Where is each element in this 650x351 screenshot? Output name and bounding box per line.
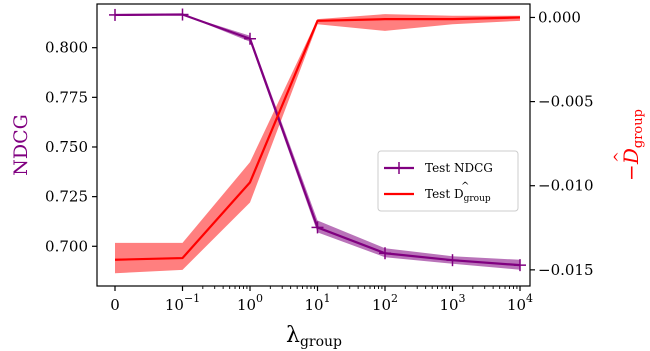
point-series-0-2 [244,32,256,45]
legend-entry-0: Test NDCG [384,161,493,175]
y-axis-right-label: −Dgroup^ [612,109,646,181]
right-tick-label-0: 0.000 [538,8,581,26]
point-series-0-1 [176,8,189,21]
point-series-0-0 [109,8,121,21]
point-series-0-4 [379,247,391,260]
point-series-0-3 [311,221,324,234]
line-series-1 [114,16,521,261]
svg-text:−Dgroup: −Dgroup [619,109,646,181]
x-tick-label-5: 103 [439,292,465,314]
x-tick-label-4: 102 [372,292,398,314]
right-tick-label-1: −0.005 [538,93,594,111]
x-tick-label-0: 0 [110,296,120,314]
point-series-0-5 [446,254,459,267]
left-tick-label-2: 0.750 [45,138,88,156]
x-axis-label: λgroup [286,323,342,350]
right-tick-label-3: −0.015 [538,261,594,279]
svg-text:^: ^ [461,181,469,192]
band-series-1 [115,14,520,274]
x-tick-label-2: 100 [237,292,263,314]
left-tick-label-1: 0.725 [45,188,88,206]
left-tick-label-3: 0.775 [45,88,88,106]
left-tick-label-0: 0.700 [45,237,88,255]
x-tick-label-6: 104 [507,292,533,314]
right-tick-label-2: −0.010 [538,177,594,195]
legend-label-0: Test NDCG [425,161,493,175]
x-tick-label-1: 10−1 [165,292,200,314]
y-axis-left-label: NDCG [10,114,32,176]
point-series-0-6 [514,259,526,272]
svg-text:^: ^ [612,151,628,163]
x-tick-label-3: 101 [304,292,330,314]
plot-frame [96,3,531,287]
left-tick-label-4: 0.800 [45,39,88,57]
